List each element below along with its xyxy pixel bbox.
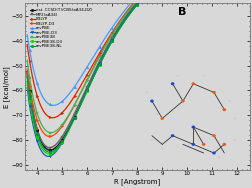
Text: B: B: [177, 7, 185, 17]
X-axis label: R [Angstrom]: R [Angstrom]: [113, 178, 160, 185]
Y-axis label: E [kcal/mol]: E [kcal/mol]: [4, 66, 10, 108]
Legend: est. CCSD(T)/CBS(aA34,DZ), MP2(aA34), B3LYP, B3LYP-D3, revPBE, revPBE-D3, revPBE: est. CCSD(T)/CBS(aA34,DZ), MP2(aA34), B3…: [29, 7, 93, 49]
